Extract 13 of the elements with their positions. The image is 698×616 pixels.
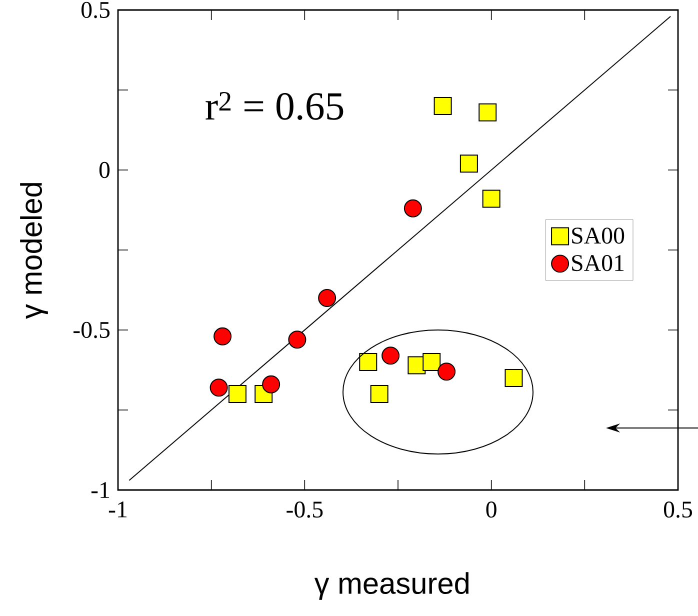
- x-tick-label: 0.5: [664, 502, 692, 518]
- legend-label: SA01: [572, 254, 624, 272]
- y-tick-label: -0.5: [74, 322, 110, 338]
- y-axis-title: γ modeled: [20, 183, 48, 319]
- annotation: r$^{2}$ = 0.65: [206, 92, 344, 120]
- x-tick-label: -1: [108, 502, 127, 518]
- y-tick-label: 0: [99, 162, 110, 178]
- x-axis-title: γ measured: [314, 572, 469, 600]
- x-tick-label: 0: [486, 502, 496, 518]
- y-tick-label: -1: [91, 482, 110, 498]
- x-tick-label: -0.5: [286, 502, 323, 518]
- legend-label: SA00: [572, 228, 624, 244]
- y-tick-label: 0.5: [82, 2, 110, 18]
